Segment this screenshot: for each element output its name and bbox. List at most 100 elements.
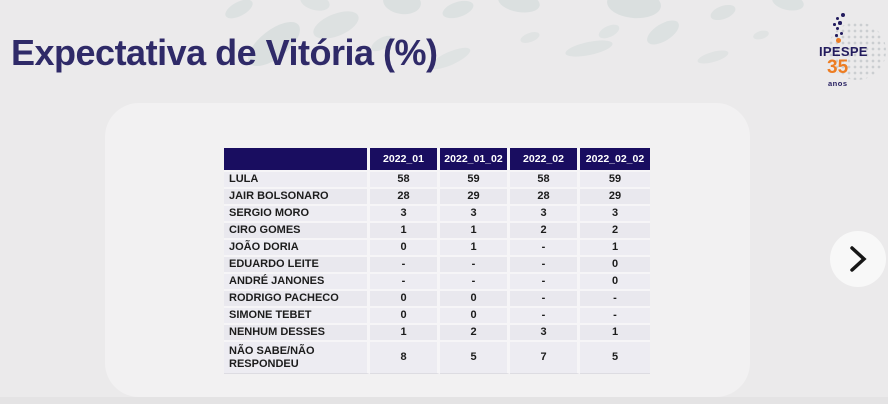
cell-value: - <box>510 274 580 291</box>
row-label: NÃO SABE/NÃO RESPONDEU <box>224 342 370 374</box>
petal-shape <box>605 0 663 21</box>
cell-value: 8 <box>370 342 440 374</box>
cell-value: 5 <box>440 342 510 374</box>
row-label: SERGIO MORO <box>224 206 370 223</box>
row-label: CIRO GOMES <box>224 223 370 240</box>
petal-shape <box>752 29 770 41</box>
ipespe-logo: IPESPE 35 anos <box>810 10 888 96</box>
cell-value: - <box>580 291 650 308</box>
cell-value: 0 <box>440 291 510 308</box>
cell-value: 1 <box>370 223 440 240</box>
cell-value: 58 <box>370 172 440 189</box>
logo-dot <box>841 13 845 17</box>
cell-value: 0 <box>370 308 440 325</box>
cell-value: - <box>370 274 440 291</box>
cell-value: 2 <box>440 325 510 342</box>
cell-value: 5 <box>580 342 650 374</box>
cell-value: - <box>580 308 650 325</box>
petal-shape <box>519 29 541 46</box>
petal-shape <box>708 1 738 24</box>
next-slide-button[interactable] <box>830 231 886 287</box>
cell-value: 59 <box>580 172 650 189</box>
table-row: SERGIO MORO 3 3 3 3 <box>224 206 650 223</box>
row-label: SIMONE TEBET <box>224 308 370 325</box>
table-row: RODRIGO PACHECO 0 0 - - <box>224 291 650 308</box>
petal-shape <box>643 15 683 50</box>
table-row: CIRO GOMES 1 1 2 2 <box>224 223 650 240</box>
chevron-right-icon <box>850 246 867 272</box>
table-row: SIMONE TEBET 0 0 - - <box>224 308 650 325</box>
table-row: EDUARDO LEITE - - - 0 <box>224 257 650 274</box>
cell-value: - <box>510 257 580 274</box>
cell-value: 3 <box>580 206 650 223</box>
petal-shape <box>564 37 614 60</box>
column-header: 2022_02_02 <box>580 148 650 172</box>
logo-anos-text: anos <box>828 79 848 88</box>
cell-value: - <box>370 257 440 274</box>
cell-value: 3 <box>510 325 580 342</box>
cell-value: 1 <box>580 240 650 257</box>
cell-value: 3 <box>510 206 580 223</box>
petal-shape <box>298 0 332 14</box>
table-row: LULA 58 59 58 59 <box>224 172 650 189</box>
cell-value: - <box>510 240 580 257</box>
logo-name-text: IPESPE <box>819 44 868 59</box>
cell-value: 2 <box>510 223 580 240</box>
cell-value: 0 <box>370 240 440 257</box>
column-header: 2022_01_02 <box>440 148 510 172</box>
cell-value: 0 <box>580 257 650 274</box>
logo-years-text: 35 <box>827 57 849 78</box>
logo-dot <box>840 32 843 35</box>
row-label: NENHUM DESSES <box>224 325 370 342</box>
table-row: JOÃO DORIA 0 1 - 1 <box>224 240 650 257</box>
header-empty-cell <box>224 148 370 172</box>
logo-dot <box>833 23 836 26</box>
petal-shape <box>440 0 476 22</box>
slide-card: 2022_01 2022_01_02 2022_02 2022_02_02 LU… <box>105 103 750 397</box>
petal-shape <box>222 0 256 23</box>
cell-value: - <box>510 308 580 325</box>
cell-value: 29 <box>440 189 510 206</box>
cell-value: 1 <box>440 223 510 240</box>
table-row: NÃO SABE/NÃO RESPONDEU 8 5 7 5 <box>224 342 650 374</box>
cell-value: 59 <box>440 172 510 189</box>
logo-dot <box>836 27 839 30</box>
cell-value: 28 <box>370 189 440 206</box>
cell-value: - <box>440 274 510 291</box>
bottom-strip <box>0 397 888 404</box>
cell-value: 0 <box>440 308 510 325</box>
row-label: EDUARDO LEITE <box>224 257 370 274</box>
logo-orange-dot <box>836 38 841 43</box>
row-label: LULA <box>224 172 370 189</box>
cell-value: 3 <box>370 206 440 223</box>
cell-value: 29 <box>580 189 650 206</box>
row-label: JOÃO DORIA <box>224 240 370 257</box>
cell-value: 3 <box>440 206 510 223</box>
cell-value: 58 <box>510 172 580 189</box>
logo-dot <box>836 17 839 20</box>
dotted-globe-icon <box>828 22 886 80</box>
cell-value: - <box>440 257 510 274</box>
cell-value: 28 <box>510 189 580 206</box>
column-header: 2022_01 <box>370 148 440 172</box>
cell-value: 1 <box>370 325 440 342</box>
cell-value: 2 <box>580 223 650 240</box>
results-table-wrapper: 2022_01 2022_01_02 2022_02 2022_02_02 LU… <box>224 148 650 374</box>
cell-value: 0 <box>370 291 440 308</box>
petal-shape <box>496 0 542 16</box>
column-header: 2022_02 <box>510 148 580 172</box>
table-row: JAIR BOLSONARO 28 29 28 29 <box>224 189 650 206</box>
petal-shape <box>381 0 423 17</box>
cell-value: 7 <box>510 342 580 374</box>
cell-value: 1 <box>440 240 510 257</box>
row-label: ANDRÉ JANONES <box>224 274 370 291</box>
cell-value: 1 <box>580 325 650 342</box>
slide-title: Expectativa de Vitória (%) <box>11 32 438 73</box>
petal-shape <box>696 47 730 67</box>
table-header-row: 2022_01 2022_01_02 2022_02 2022_02_02 <box>224 148 650 172</box>
petal-shape <box>596 21 622 42</box>
logo-dot <box>835 34 838 37</box>
petal-shape <box>770 0 806 14</box>
row-label: JAIR BOLSONARO <box>224 189 370 206</box>
cell-value: 0 <box>580 274 650 291</box>
